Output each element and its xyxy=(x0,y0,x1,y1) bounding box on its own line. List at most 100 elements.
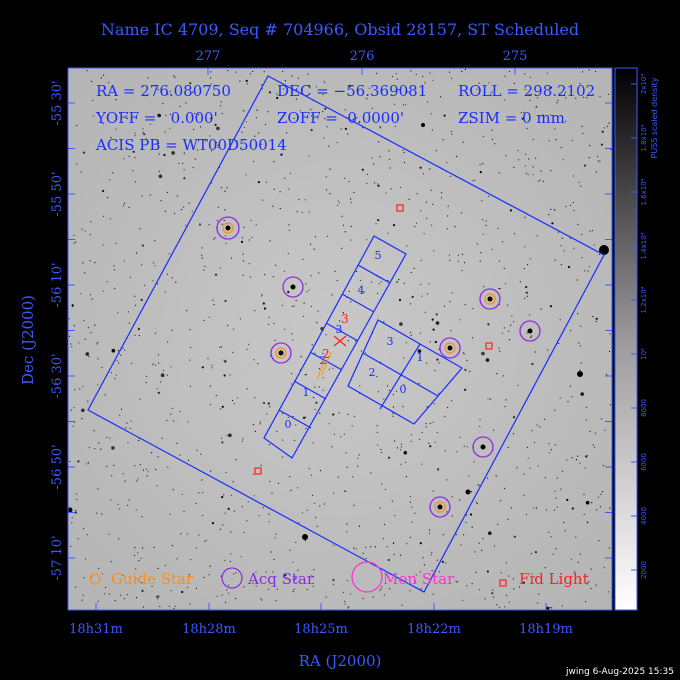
background-star xyxy=(145,382,147,384)
background-star xyxy=(211,522,214,525)
background-star xyxy=(377,391,379,393)
background-star xyxy=(409,536,411,539)
background-star xyxy=(326,235,328,237)
background-star xyxy=(381,452,383,454)
background-star xyxy=(128,206,130,208)
background-star xyxy=(398,298,402,301)
x-tick-label: 18h25m xyxy=(294,622,348,637)
background-star xyxy=(97,341,99,343)
background-star xyxy=(450,330,452,332)
background-star xyxy=(311,575,313,577)
background-star xyxy=(547,349,549,351)
background-star xyxy=(130,420,132,422)
background-star xyxy=(398,279,400,281)
background-star xyxy=(438,392,440,394)
background-star xyxy=(344,600,346,603)
background-star xyxy=(102,122,104,124)
background-star xyxy=(156,388,158,390)
dither-track xyxy=(316,349,332,381)
background-star xyxy=(331,446,333,448)
background-star xyxy=(224,512,226,514)
background-star xyxy=(172,420,175,422)
background-star xyxy=(323,80,325,82)
background-star xyxy=(545,509,548,511)
background-star xyxy=(97,358,99,360)
acq-star-marker xyxy=(216,216,240,240)
background-star xyxy=(440,197,442,199)
background-star xyxy=(448,71,451,73)
background-star xyxy=(436,559,438,561)
colorbar-tick-label: 1.2x10⁴ xyxy=(640,286,648,313)
background-star xyxy=(200,453,202,455)
background-star xyxy=(105,586,107,589)
background-star xyxy=(261,88,263,90)
background-star xyxy=(585,601,587,603)
background-star xyxy=(464,303,466,306)
background-star xyxy=(139,464,141,466)
background-star xyxy=(87,400,89,402)
background-star xyxy=(246,348,248,350)
background-star xyxy=(308,211,310,213)
background-star xyxy=(157,456,159,458)
background-star xyxy=(312,585,314,588)
background-star xyxy=(449,259,451,261)
background-star xyxy=(100,77,102,79)
background-star xyxy=(503,267,505,270)
background-star xyxy=(348,606,350,608)
background-star xyxy=(365,558,367,560)
background-star xyxy=(366,173,368,175)
background-star xyxy=(173,608,175,610)
background-star xyxy=(461,70,463,72)
background-star xyxy=(550,449,552,451)
background-star xyxy=(579,345,582,347)
background-star xyxy=(210,71,212,73)
background-star xyxy=(154,364,157,366)
background-star xyxy=(363,291,365,293)
background-star xyxy=(141,582,143,584)
background-star xyxy=(580,362,582,364)
background-star xyxy=(82,262,84,264)
background-star xyxy=(241,237,244,239)
background-star xyxy=(498,606,501,609)
background-star xyxy=(473,179,475,181)
background-star xyxy=(455,580,457,582)
background-star xyxy=(585,419,587,421)
background-star xyxy=(413,267,415,269)
background-star xyxy=(414,512,416,514)
background-star xyxy=(595,584,597,586)
background-star xyxy=(80,171,82,173)
background-star xyxy=(319,505,321,507)
background-star xyxy=(310,275,312,277)
background-star xyxy=(479,164,481,166)
background-star xyxy=(94,261,96,264)
background-star xyxy=(434,441,436,443)
background-star xyxy=(435,150,437,152)
background-star xyxy=(340,436,342,438)
star-point xyxy=(447,345,453,351)
background-star xyxy=(376,431,378,433)
background-star xyxy=(431,570,433,572)
guide-star-marker xyxy=(484,293,496,305)
background-star xyxy=(519,281,521,283)
background-star xyxy=(130,362,133,364)
background-star xyxy=(242,438,244,440)
background-star xyxy=(289,549,291,551)
background-star xyxy=(608,350,611,353)
background-star xyxy=(81,418,83,420)
background-star xyxy=(225,242,227,244)
background-star xyxy=(324,82,326,84)
background-star xyxy=(236,397,239,399)
background-star xyxy=(87,327,89,329)
background-star xyxy=(325,176,327,178)
background-star xyxy=(106,436,108,439)
background-star xyxy=(158,153,160,155)
background-star xyxy=(508,339,510,341)
background-star xyxy=(380,281,382,283)
background-star xyxy=(600,493,602,495)
frame-ticks xyxy=(68,68,612,610)
background-star xyxy=(76,124,78,127)
background-star xyxy=(499,288,501,290)
bright-star xyxy=(577,371,583,377)
background-star xyxy=(71,346,73,348)
